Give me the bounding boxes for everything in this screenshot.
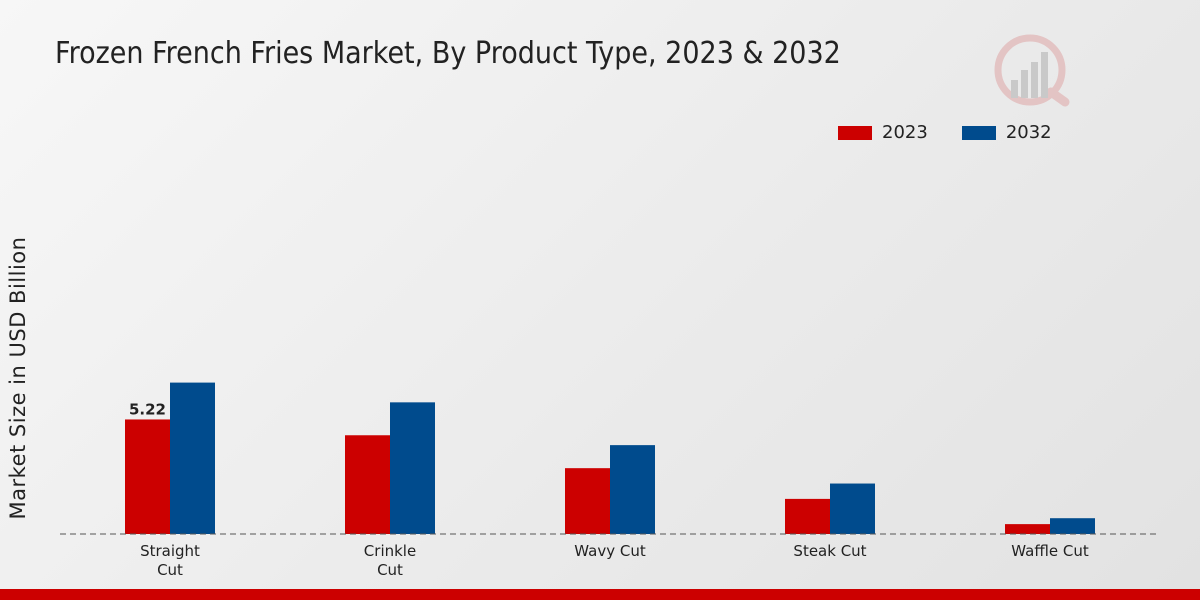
legend-label-2032: 2032	[1005, 122, 1052, 143]
bar-2032-3	[830, 483, 875, 534]
brand-logo-icon	[985, 28, 1075, 118]
bar-2023-2	[565, 468, 610, 534]
footer-bar	[0, 589, 1200, 600]
x-tick-label-0-line-1: Cut	[157, 561, 183, 579]
chart-legend: 2023 2032	[838, 122, 1052, 143]
legend-item-2023: 2023	[838, 122, 928, 143]
bar-2032-0	[170, 382, 215, 534]
legend-swatch-2023	[838, 125, 872, 140]
chart-title: Frozen French Fries Market, By Product T…	[55, 36, 841, 71]
x-tick-label-2: Wavy Cut	[574, 542, 646, 560]
data-label-0: 5.22	[129, 400, 166, 418]
x-tick-label-0-line-0: Straight	[140, 542, 200, 560]
bar-2032-2	[610, 445, 655, 534]
bar-2023-0	[125, 419, 170, 534]
legend-label-2023: 2023	[882, 122, 928, 143]
bar-2023-1	[345, 435, 390, 534]
x-tick-label-1-line-1: Cut	[377, 561, 403, 579]
x-tick-label-4: Waffle Cut	[1011, 542, 1089, 560]
x-tick-label-1-line-0: Crinkle	[364, 542, 416, 560]
x-tick-label-3: Steak Cut	[793, 542, 866, 560]
legend-item-2032: 2032	[961, 122, 1052, 143]
legend-swatch-2032	[961, 125, 996, 140]
bar-2023-3	[785, 498, 830, 534]
bar-2032-4	[1050, 518, 1095, 534]
bar-2032-1	[390, 402, 435, 534]
bar-2023-4	[1005, 524, 1050, 534]
